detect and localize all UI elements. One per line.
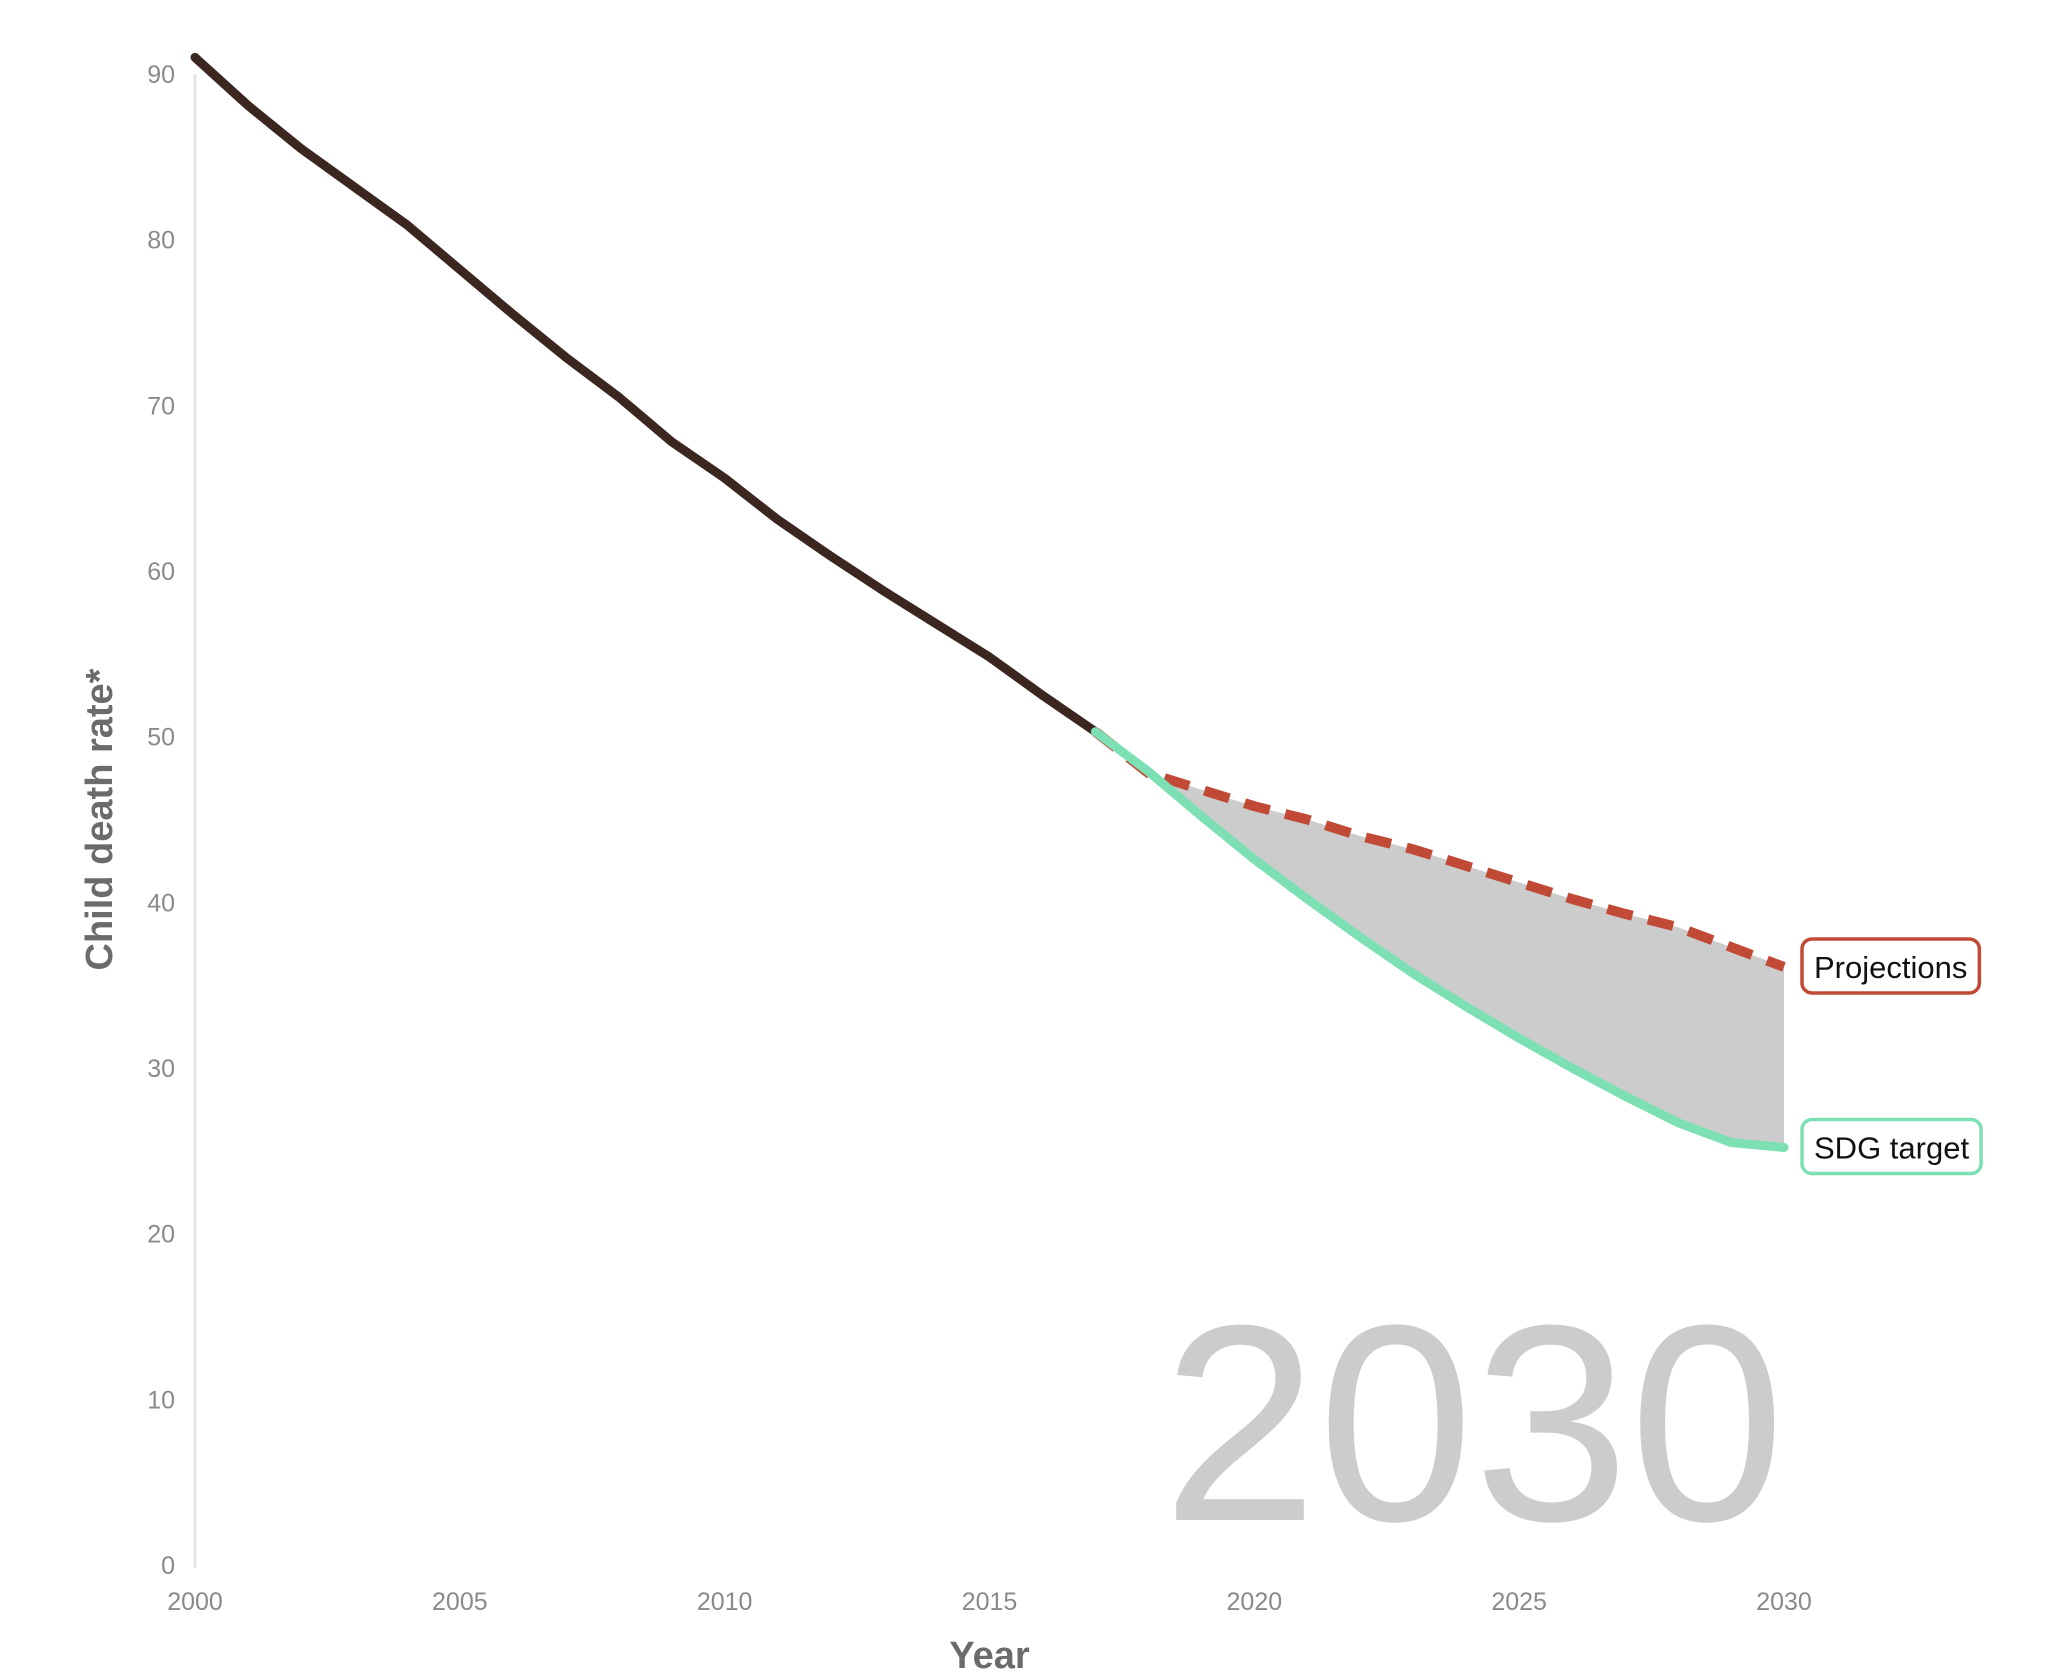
gap-area <box>1095 731 1784 1148</box>
sdg-target-line <box>1090 727 1789 1152</box>
x-tick-label: 2020 <box>1227 1588 1283 1616</box>
y-tick-label: 70 <box>147 392 175 420</box>
projections-label: Projections <box>1800 937 1982 995</box>
y-tick-label: 40 <box>147 889 175 917</box>
sdg-target-label-box <box>1800 1117 1983 1176</box>
projections-label-text: Projections <box>1814 950 1967 985</box>
x-tick-label: 2030 <box>1756 1588 1812 1616</box>
x-tick-label: 2005 <box>432 1588 488 1616</box>
projections-line <box>1092 727 1786 972</box>
y-tick-label: 30 <box>147 1055 175 1083</box>
y-tick-label: 80 <box>147 227 175 255</box>
sdg-target-label: SDG target <box>1800 1117 1983 1176</box>
y-tick-label: 0 <box>161 1552 175 1580</box>
historical-line <box>190 52 1100 737</box>
y-tick-label: 20 <box>147 1221 175 1249</box>
y-axis-ticks: 0 10 20 30 40 50 60 70 80 90 <box>147 61 175 1580</box>
x-axis-ticks: 2000 2005 2010 2015 2020 2025 2030 <box>167 1588 1812 1616</box>
sdg-target-label-text: SDG target <box>1814 1131 1969 1166</box>
y-tick-label: 50 <box>147 724 175 752</box>
y-tick-label: 10 <box>147 1386 175 1414</box>
x-tick-label: 2000 <box>167 1588 223 1616</box>
x-tick-label: 2010 <box>697 1588 753 1616</box>
x-axis-title: Year <box>949 1635 1030 1677</box>
x-tick-label: 2025 <box>1491 1588 1547 1616</box>
y-axis-title: Child death rate* <box>79 668 121 970</box>
y-tick-label: 60 <box>147 558 175 586</box>
x-tick-label: 2015 <box>962 1588 1018 1616</box>
y-tick-label: 90 <box>147 61 175 89</box>
projections-label-box <box>1800 937 1982 995</box>
year-overlay: 2030 <box>1162 1268 1785 1580</box>
